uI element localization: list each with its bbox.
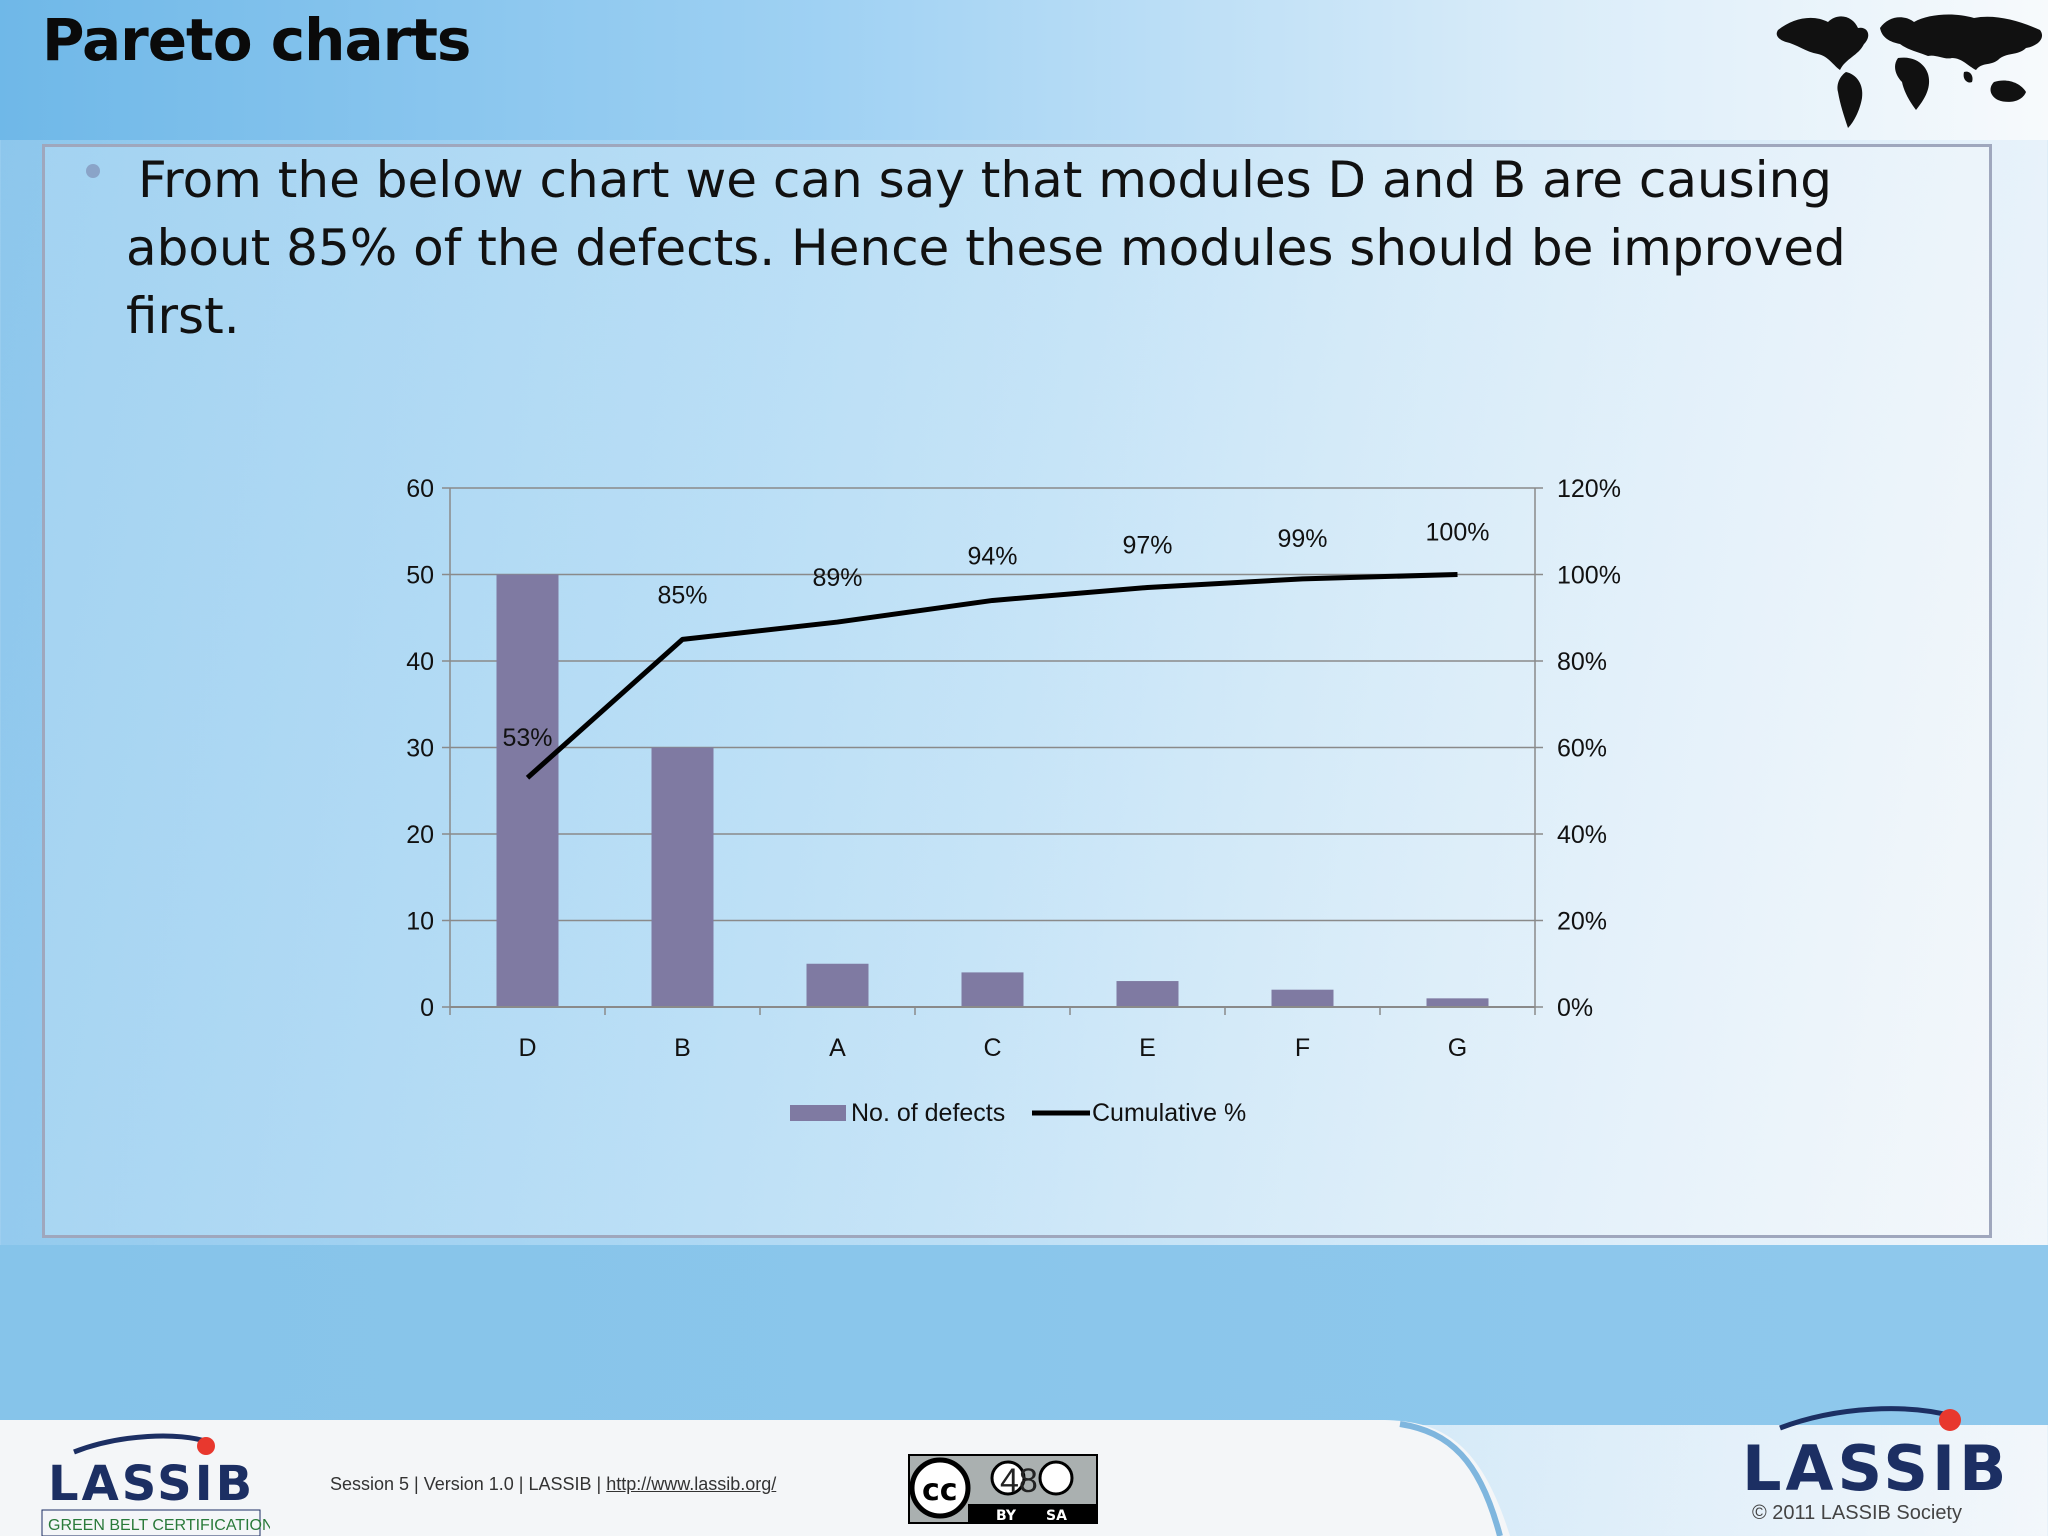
brand-logo-text: LASSIB (1742, 1432, 2008, 1500)
x-axis-label-G: G (1448, 1034, 1467, 1062)
left-axis-tick-label: 0 (420, 994, 434, 1022)
bar-E (1116, 981, 1179, 1007)
left-axis-tick-label: 30 (406, 735, 434, 763)
content-box (42, 144, 1992, 1238)
legend-line-label: Cumulative % (1092, 1099, 1246, 1127)
data-label-D: 53% (502, 724, 552, 752)
legend-bar-label: No. of defects (851, 1099, 1005, 1127)
left-axis-tick-label: 60 (406, 475, 434, 503)
title-band (0, 0, 2048, 140)
svg-text:cc: cc (922, 1473, 958, 1508)
slide-title: Pareto charts (42, 6, 471, 74)
chart-bars (496, 574, 1489, 1007)
bar-D (496, 574, 559, 1007)
world-map-icon (1776, 14, 2043, 128)
footer-logo-text: LASSIB (48, 1456, 255, 1512)
right-axis-tick-label: 40% (1557, 821, 1607, 849)
left-axis-tick-label: 10 (406, 908, 434, 936)
bullet-text: From the below chart we can say that mod… (126, 151, 1846, 345)
slide-number: 48 (1000, 1462, 1038, 1500)
footer-logo: LASSIB GREEN BELT CERTIFICATION (41, 1433, 270, 1536)
data-label-E: 97% (1122, 531, 1172, 559)
brand-logo: LASSIB (1742, 1406, 2008, 1500)
pareto-chart: 0 10 20 30 40 50 60 0% 20% 40% 60% 80% 100% 120% D B A C E… (406, 475, 1621, 1127)
right-axis-tick-label: 20% (1557, 908, 1607, 936)
bar-B (651, 747, 714, 1007)
left-axis-tick-label: 20 (406, 821, 434, 849)
data-label-G: 100% (1426, 519, 1490, 547)
right-axis-tick-label: 80% (1557, 648, 1607, 676)
data-label-F: 99% (1277, 525, 1327, 553)
x-axis-label-E: E (1139, 1034, 1156, 1062)
data-label-A: 89% (812, 564, 862, 592)
chart-labels: 0 10 20 30 40 50 60 0% 20% 40% 60% 80% 100% 120% D B A C E… (406, 475, 1621, 1062)
cumulative-line-layer (525, 572, 1458, 780)
chart-legend: No. of defects Cumulative % (790, 1099, 1246, 1127)
chart-gridlines (450, 487, 1535, 1008)
x-axis-label-B: B (674, 1034, 691, 1062)
footer-url-link[interactable]: http://www.lassib.org/ (606, 1474, 777, 1494)
x-axis-label-D: D (518, 1034, 536, 1062)
x-axis-label-C: C (983, 1034, 1001, 1062)
right-axis-tick-label: 120% (1557, 475, 1621, 503)
license-by: BY (996, 1508, 1017, 1524)
creative-commons-icon[interactable]: cc BY SA (908, 1454, 1098, 1524)
right-axis-tick-label: 60% (1557, 735, 1607, 763)
bar-G (1426, 998, 1489, 1007)
data-label-C: 94% (967, 542, 1017, 570)
right-axis-tick-label: 0% (1557, 994, 1593, 1022)
legend-bar-swatch (790, 1105, 846, 1121)
left-axis-tick-label: 50 (406, 562, 434, 590)
bullet-icon (86, 164, 100, 178)
x-axis-label-F: F (1295, 1034, 1310, 1062)
bar-C (961, 972, 1024, 1007)
footer-session-info: Session 5 | Version 1.0 | LASSIB | http:… (330, 1474, 776, 1495)
bar-A (806, 963, 869, 1007)
license-sa: SA (1046, 1508, 1067, 1524)
bar-F (1271, 989, 1334, 1007)
session-text: Session 5 | Version 1.0 | LASSIB | (330, 1474, 607, 1494)
chart-axes (442, 487, 1543, 1015)
data-label-B: 85% (657, 581, 707, 609)
left-axis-tick-label: 40 (406, 648, 434, 676)
bottom-band (0, 1245, 2048, 1425)
footer-curve (0, 1420, 1510, 1536)
right-axis-tick-label: 100% (1557, 562, 1621, 590)
cumulative-line (525, 572, 1458, 780)
x-axis-label-A: A (829, 1034, 846, 1062)
footer-logo-subtitle: GREEN BELT CERTIFICATION (48, 1517, 270, 1534)
copyright-text: © 2011 LASSIB Society (1751, 1502, 1962, 1524)
